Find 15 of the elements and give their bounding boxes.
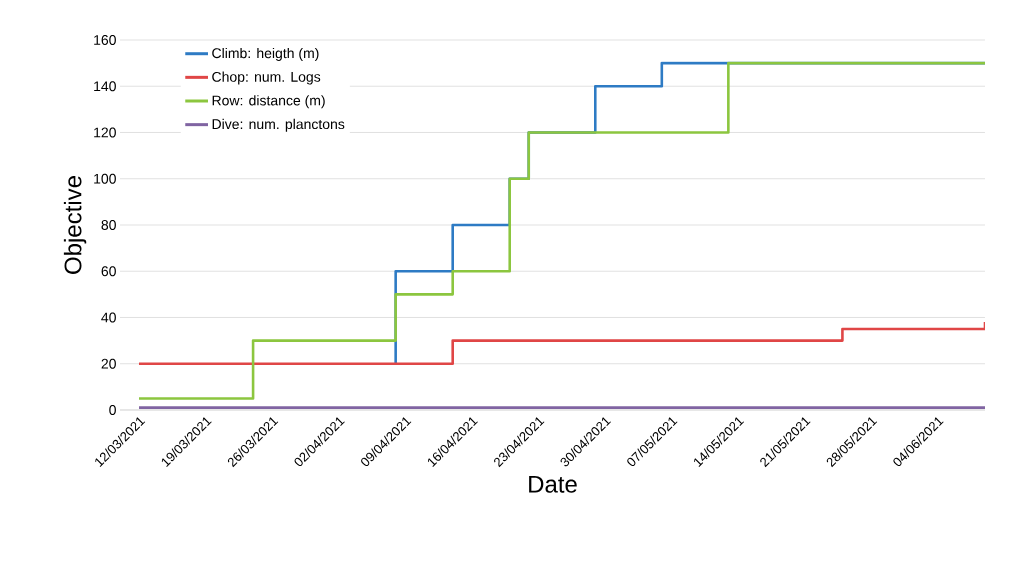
y-tick-label: 40 xyxy=(101,312,116,323)
y-tick-label: 20 xyxy=(101,358,116,369)
y-tick-label: 80 xyxy=(101,220,116,230)
legend-label: Row: distance (m) xyxy=(212,95,325,109)
y-tick-label: 120 xyxy=(94,127,116,138)
y-axis-title: Objective xyxy=(63,176,87,274)
y-tick-label: 60 xyxy=(101,266,116,277)
y-tick-label: 160 xyxy=(94,35,116,45)
y-tick-label: 0 xyxy=(109,405,116,415)
y-tick-label: 100 xyxy=(94,173,116,184)
y-tick-label: 140 xyxy=(94,81,116,92)
legend-label: Dive: num. planctons xyxy=(212,118,345,132)
legend-label: Climb: heigth (m) xyxy=(212,47,319,61)
x-axis-title: Date xyxy=(529,475,577,493)
legend-label: Chop: num. Logs xyxy=(212,71,321,85)
